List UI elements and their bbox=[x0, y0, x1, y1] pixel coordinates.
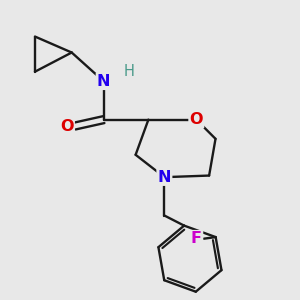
Text: H: H bbox=[124, 64, 135, 79]
Text: F: F bbox=[191, 231, 202, 246]
Text: O: O bbox=[60, 118, 74, 134]
Text: N: N bbox=[158, 170, 171, 185]
Text: N: N bbox=[97, 74, 110, 89]
Text: O: O bbox=[190, 112, 203, 127]
